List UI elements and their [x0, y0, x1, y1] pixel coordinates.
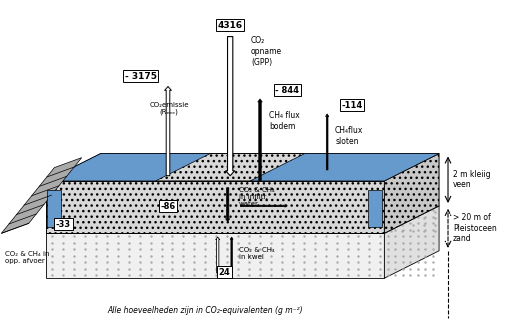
Polygon shape	[46, 153, 439, 181]
Text: -33: -33	[56, 220, 71, 229]
Polygon shape	[384, 153, 439, 233]
Text: -114: -114	[341, 101, 363, 110]
Text: 4316: 4316	[217, 21, 243, 30]
Polygon shape	[46, 206, 439, 233]
Text: 24: 24	[219, 268, 230, 277]
Polygon shape	[46, 153, 211, 181]
Polygon shape	[46, 181, 384, 233]
Polygon shape	[2, 158, 82, 233]
Text: CO₂ & CH₄ in
opp. afvoer: CO₂ & CH₄ in opp. afvoer	[5, 251, 50, 264]
Polygon shape	[384, 206, 439, 278]
Bar	[369, 190, 382, 227]
Text: CH₄ flux
bodem: CH₄ flux bodem	[269, 111, 300, 131]
Polygon shape	[250, 153, 439, 181]
Text: CH₄flux
sloten: CH₄flux sloten	[335, 126, 363, 146]
Text: CO₂
opname
(GPP): CO₂ opname (GPP)	[251, 36, 282, 67]
Text: - 3175: - 3175	[124, 72, 156, 81]
Text: CO₂emissie
(Rₑₑₑ): CO₂emissie (Rₑₑₑ)	[149, 102, 189, 115]
Text: > 20 m of
Pleistoceen
zand: > 20 m of Pleistoceen zand	[453, 214, 497, 243]
Text: CO₂ & CH₄
in kwel: CO₂ & CH₄ in kwel	[239, 247, 275, 260]
Polygon shape	[46, 233, 384, 278]
Text: - 844: - 844	[276, 86, 299, 95]
Bar	[47, 190, 61, 227]
Text: 2 m kleiig
veen: 2 m kleiig veen	[453, 170, 490, 189]
Text: -86: -86	[160, 202, 176, 211]
Text: CO₂ & CH₄
in infiltr.
water: CO₂ & CH₄ in infiltr. water	[239, 187, 275, 207]
Text: Alle hoeveelheden zijn in CO₂-equivalenten (g m⁻²): Alle hoeveelheden zijn in CO₂-equivalent…	[108, 306, 303, 315]
